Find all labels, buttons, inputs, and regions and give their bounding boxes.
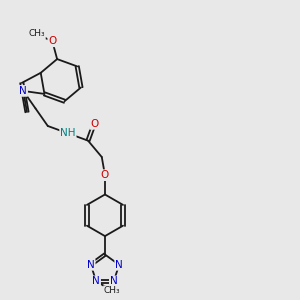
Text: N: N <box>20 86 27 96</box>
Text: N: N <box>110 276 118 286</box>
Text: CH₃: CH₃ <box>104 286 121 295</box>
Text: N: N <box>92 276 100 286</box>
Text: O: O <box>90 119 98 129</box>
Text: N: N <box>115 260 123 270</box>
Text: O: O <box>101 170 109 180</box>
Text: N: N <box>87 260 95 270</box>
Text: CH₃: CH₃ <box>28 29 45 38</box>
Text: O: O <box>48 36 56 46</box>
Text: NH: NH <box>60 128 76 138</box>
